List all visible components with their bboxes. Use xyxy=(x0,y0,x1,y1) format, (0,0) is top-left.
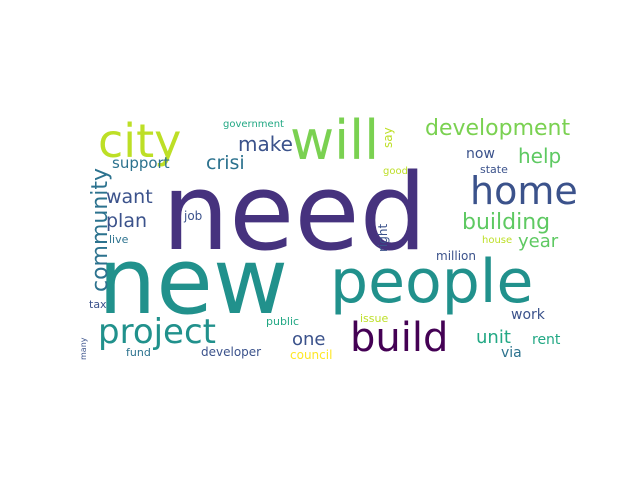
word-rent: rent xyxy=(532,332,561,348)
word-plan: plan xyxy=(106,210,148,232)
word-now: now xyxy=(466,146,495,162)
word-fund: fund xyxy=(126,346,151,359)
word-city: city xyxy=(98,114,182,168)
word-project: project xyxy=(98,312,217,352)
word-build: build xyxy=(350,315,449,361)
word-job: job xyxy=(184,209,203,223)
word-unit: unit xyxy=(476,327,511,348)
word-need: need xyxy=(162,151,427,274)
word-developer: developer xyxy=(201,345,262,359)
word-say: say xyxy=(381,127,395,148)
word-live: live xyxy=(109,233,129,246)
word-via: via xyxy=(501,345,522,361)
word-house: house xyxy=(482,235,513,246)
word-issue: issue xyxy=(360,312,389,325)
word-council: council xyxy=(290,348,333,362)
word-will: will xyxy=(290,109,380,172)
word-building: building xyxy=(462,210,551,235)
word-new: new xyxy=(98,228,289,335)
word-one: one xyxy=(292,329,326,350)
word-help: help xyxy=(518,144,562,168)
word-million: million xyxy=(436,249,476,263)
word-want: want xyxy=(106,186,153,208)
word-right: right xyxy=(376,223,390,252)
word-good: good xyxy=(383,166,408,177)
word-make: make xyxy=(238,132,293,156)
word-development: development xyxy=(425,116,571,141)
word-government: government xyxy=(223,119,284,130)
word-crisi: crisi xyxy=(206,152,245,174)
word-tax: tax xyxy=(89,298,107,311)
word-work: work xyxy=(511,307,545,323)
word-state: state xyxy=(480,163,508,176)
word-support: support xyxy=(112,154,170,172)
word-people: people xyxy=(330,247,534,317)
word-many: many xyxy=(79,337,88,361)
word-public: public xyxy=(266,315,300,328)
word-cloud: need new people will city home build pro… xyxy=(79,114,578,362)
word-year: year xyxy=(518,231,559,252)
word-home: home xyxy=(470,169,578,213)
